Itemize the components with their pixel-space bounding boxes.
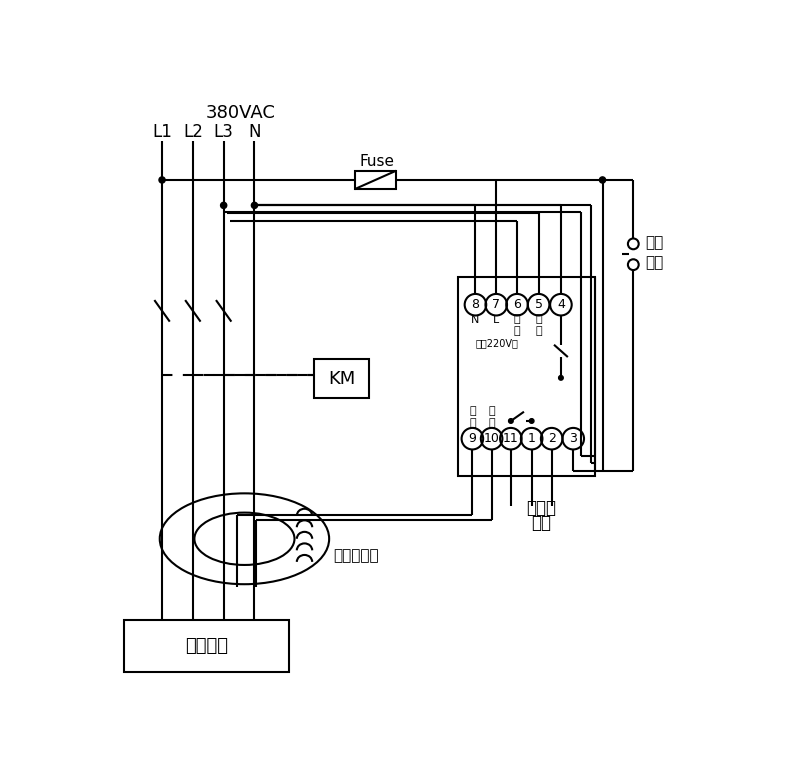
- Circle shape: [599, 177, 606, 183]
- Text: 10: 10: [484, 432, 499, 445]
- Text: 2: 2: [548, 432, 556, 445]
- Text: 3: 3: [570, 432, 577, 445]
- Text: 報警: 報警: [531, 515, 551, 533]
- Text: L1: L1: [152, 123, 172, 141]
- Circle shape: [251, 202, 258, 209]
- Text: KM: KM: [328, 369, 355, 387]
- Text: 380VAC: 380VAC: [206, 104, 276, 122]
- Text: 自鎖: 自鎖: [646, 235, 664, 250]
- Text: 8: 8: [471, 298, 479, 311]
- Circle shape: [558, 376, 563, 380]
- Text: 接聲光: 接聲光: [526, 499, 556, 517]
- Text: 11: 11: [503, 432, 518, 445]
- Bar: [458, 277, 594, 476]
- Text: 信
號: 信 號: [469, 406, 476, 428]
- Text: 試
驗: 試 驗: [535, 314, 542, 336]
- Circle shape: [159, 177, 165, 183]
- Text: 4: 4: [557, 298, 565, 311]
- Text: Fuse: Fuse: [359, 154, 394, 169]
- Text: L2: L2: [183, 123, 202, 141]
- Text: 1: 1: [528, 432, 535, 445]
- Text: 電源220V～: 電源220V～: [475, 338, 518, 348]
- Text: N: N: [248, 123, 261, 141]
- Text: 開關: 開關: [646, 255, 664, 271]
- Text: N: N: [471, 315, 480, 325]
- Text: 6: 6: [513, 298, 521, 311]
- Text: 用戶設備: 用戶設備: [185, 637, 228, 654]
- Bar: [123, 619, 289, 672]
- Text: 零序互感器: 零序互感器: [334, 548, 379, 563]
- Text: 9: 9: [469, 432, 476, 445]
- Text: 試
驗: 試 驗: [514, 314, 520, 336]
- Circle shape: [530, 419, 534, 423]
- Bar: [314, 359, 369, 398]
- Bar: [354, 171, 396, 189]
- Text: 信
號: 信 號: [488, 406, 495, 428]
- Text: 7: 7: [492, 298, 500, 311]
- Text: L: L: [493, 315, 499, 325]
- Text: 5: 5: [534, 298, 542, 311]
- Circle shape: [509, 419, 513, 423]
- Text: L3: L3: [214, 123, 234, 141]
- Circle shape: [221, 202, 226, 209]
